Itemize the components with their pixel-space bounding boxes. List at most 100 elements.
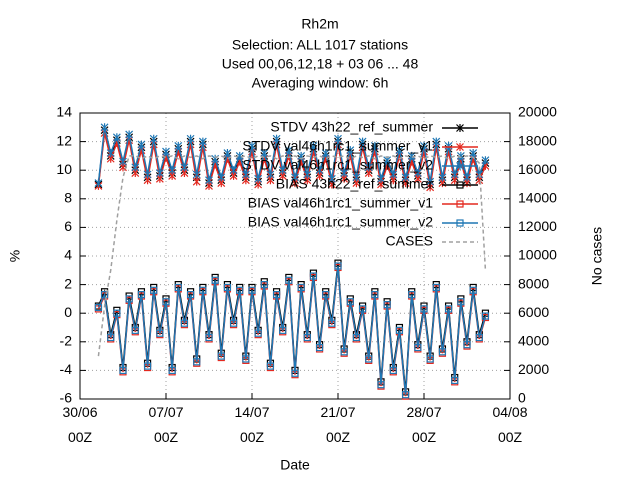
legend-label: CASES (386, 233, 433, 249)
y-tick-label: 0 (64, 304, 72, 320)
point-marker (285, 276, 293, 284)
point-marker (131, 326, 139, 334)
point-marker (475, 333, 483, 342)
point-marker (426, 177, 435, 186)
y-tick-label: 8 (64, 190, 72, 206)
point-marker (469, 149, 478, 158)
point-marker (340, 169, 349, 178)
point-marker (389, 366, 397, 374)
y-tick-label: -6 (60, 390, 73, 406)
y2-tick-label: 8000 (518, 275, 549, 291)
legend-label: BIAS 43h22_ref_summer (276, 176, 434, 192)
point-marker (241, 170, 250, 179)
point-marker (162, 298, 170, 306)
point-marker (321, 149, 330, 158)
point-marker (291, 173, 299, 182)
point-marker (370, 141, 379, 150)
point-marker (260, 281, 268, 289)
point-marker (254, 329, 262, 337)
point-marker (162, 147, 170, 156)
y-tick-label: 4 (64, 247, 72, 263)
x-tick-label: 30/06 00Z (62, 404, 97, 445)
y2-tick-label: 0 (518, 390, 526, 406)
legend-marker (456, 219, 464, 227)
point-marker (420, 305, 428, 313)
point-marker (481, 312, 490, 320)
y-tick-label: -2 (60, 333, 73, 349)
point-marker (432, 283, 440, 292)
point-marker (236, 286, 244, 294)
point-marker (150, 286, 158, 294)
x-tick-label: 14/07 00Z (234, 404, 269, 445)
point-marker (463, 173, 471, 182)
point-marker (211, 276, 219, 284)
y-tick-label: 2 (64, 275, 72, 291)
point-marker (414, 343, 422, 352)
point-marker (334, 134, 342, 143)
point-marker (174, 141, 183, 150)
x-axis-label: Date (280, 457, 310, 473)
point-marker (119, 157, 127, 166)
point-marker (463, 341, 471, 349)
y2-tick-label: 6000 (518, 304, 549, 320)
point-marker (100, 123, 109, 132)
y-axis-label: % (7, 250, 23, 262)
point-marker (272, 134, 281, 143)
point-marker (407, 151, 416, 160)
point-marker (438, 348, 447, 356)
point-marker (328, 319, 336, 327)
point-marker (260, 149, 269, 158)
point-marker (229, 166, 238, 175)
point-marker (94, 179, 103, 188)
legend-label: STDV val46h1rc1_summer_v1 (242, 138, 433, 154)
point-marker (358, 137, 367, 146)
y2-tick-label: 20000 (518, 104, 557, 120)
point-marker (346, 298, 354, 306)
point-marker (377, 174, 385, 183)
point-marker (284, 146, 293, 155)
chart-subtitle: Averaging window: 6h (252, 75, 389, 91)
point-marker (377, 381, 385, 389)
chart-subtitle: Used 00,06,12,18 + 03 06 ... 48 (222, 56, 419, 72)
point-marker (327, 174, 336, 183)
point-marker (389, 170, 398, 179)
legend-label: BIAS val46h1rc1_summer_v1 (248, 195, 433, 211)
y2-tick-label: 4000 (518, 333, 549, 349)
point-marker (125, 130, 134, 139)
point-marker (309, 272, 318, 280)
point-marker (297, 283, 305, 292)
point-marker (352, 333, 361, 342)
point-marker (401, 391, 410, 399)
chart-title: Rh2m (301, 16, 338, 32)
legend-marker (456, 143, 464, 151)
x-tick-label: 28/07 00Z (406, 404, 441, 445)
point-marker (352, 173, 361, 182)
point-marker (137, 291, 146, 299)
point-marker (100, 291, 109, 299)
point-marker (432, 137, 441, 146)
point-marker (235, 151, 244, 160)
point-marker (291, 369, 299, 377)
point-marker (401, 173, 410, 182)
series-line (97, 155, 487, 357)
point-marker (451, 376, 459, 385)
point-marker (266, 362, 275, 370)
point-marker (266, 170, 275, 179)
point-marker (340, 348, 348, 356)
point-marker (242, 355, 250, 363)
point-marker (426, 355, 434, 363)
point-marker (315, 343, 324, 352)
point-marker (413, 169, 422, 178)
point-marker (229, 319, 238, 327)
point-marker (149, 134, 158, 143)
point-marker (248, 286, 256, 294)
point-marker (371, 291, 379, 299)
point-marker (365, 355, 373, 363)
y-tick-label: 12 (56, 132, 72, 148)
point-marker (279, 326, 287, 334)
point-marker (408, 291, 416, 299)
point-marker (346, 146, 355, 155)
y2-tick-label: 16000 (518, 161, 557, 177)
point-marker (168, 366, 176, 374)
